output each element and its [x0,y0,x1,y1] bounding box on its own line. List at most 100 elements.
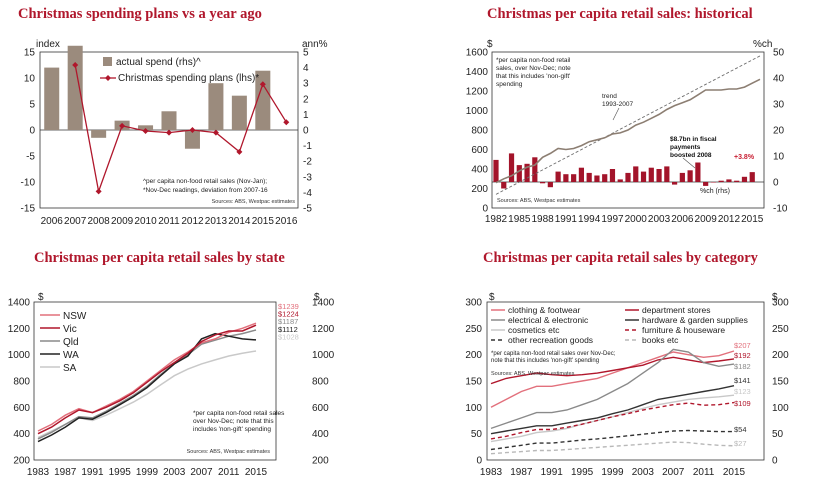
y-tick-label-right: 800 [312,377,329,388]
bar [734,180,740,182]
y-tick-label-left: 50 [471,429,483,440]
bar [671,182,678,185]
bar [741,176,748,182]
end-value-label: $1239 [278,302,299,311]
y-tick-label-left: 150 [465,377,482,388]
end-value-label: $1112 [278,325,298,334]
bar [91,130,107,138]
y-tick-label-left: 1000 [8,350,31,361]
y-tick-label-right: 50 [773,48,785,59]
chart-title: Christmas spending plans vs a year ago [18,6,262,22]
footnote: *Nov-Dec readings, deviation from 2007-1… [143,187,268,194]
bar [563,174,569,182]
y-tick-label-left: 1000 [466,106,489,117]
legend-label: hardware & garden supplies [642,315,748,325]
annotation-note: spending [496,81,523,88]
data-point [119,122,126,129]
end-value-label: $1028 [278,332,299,341]
y-tick-label-left: 0 [476,456,482,467]
legend-label: actual spend (rhs)^ [116,57,201,68]
footnote: includes 'non-gift' spending [193,426,271,433]
x-tick-label: 2007 [190,467,213,478]
legend-label: WA [63,350,79,361]
x-tick-label: 1983 [480,467,503,478]
x-tick-label: 1991 [541,467,564,478]
series-line-nsw [37,322,257,432]
legend-label: Vic [63,324,77,335]
chart-title: Christmas per capita retail sales by sta… [34,250,285,266]
y-axis-label-right: %ch [753,39,772,50]
x-tick-label: 2015 [723,467,746,478]
bar [625,172,631,182]
y-tick-label-right: 150 [772,377,789,388]
annotation-trend: trend [602,93,617,100]
y-tick-label-right: 200 [772,350,789,361]
annotation-arrow [682,157,696,169]
end-value-label: $109 [734,399,751,408]
x-tick-label: 1997 [601,214,624,225]
series-line-wa [37,332,257,443]
x-tick-label: 1991 [81,467,104,478]
y-tick-label-left: 0 [29,126,35,137]
bar [578,167,585,182]
y-tick-label-left: 1600 [466,48,489,59]
y-tick-label-right: 1 [303,110,309,121]
bar [710,182,717,183]
bar [501,182,507,189]
chart-panel-by-category: Christmas per capita retail sales by cat… [407,244,813,488]
y-tick-label-right: 100 [772,403,789,414]
annotation-fiscal: $8.7bn in fiscal [670,136,717,143]
legend-swatch [103,57,112,66]
legend-label: books etc [642,335,679,345]
y-tick-label-right: 0 [772,456,778,467]
chart-panel-by-state: Christmas per capita retail sales by sta… [0,244,406,488]
data-point [189,127,196,133]
x-tick-label: 2015 [245,467,268,478]
bar [532,157,538,182]
source-note: Sources: ABS, Westpac estimates [187,449,271,455]
bar [161,111,177,130]
end-value-label: $54 [734,425,747,434]
y-tick-label-right: 3 [303,79,309,90]
legend-label: Qld [63,337,79,348]
x-tick-label: 1995 [571,467,594,478]
x-tick-label: 2009 [111,216,134,227]
annotation-note: that this includes 'non-gift' [496,73,570,80]
x-tick-label: 1982 [485,214,508,225]
end-value-label: $123 [734,387,751,396]
series-line-electrical-electronic [490,348,735,430]
bar [67,45,83,131]
series-line-cosmetics-etc [490,394,735,443]
annotation-fiscal: payments [670,144,701,151]
y-axis-label-right: ann% [302,39,328,50]
bar [718,180,724,182]
annotation-fiscal: boosted 2008 [670,152,712,159]
series-line-vic [37,324,257,435]
bar [184,130,200,149]
y-tick-label-left: 600 [13,403,30,414]
y-tick-label-right: 50 [772,429,784,440]
plot-frame [491,51,765,209]
y-tick-label-right: -2 [303,157,312,168]
source-note: Sources: ABS, Westpac estimates [491,371,575,377]
x-tick-label: 2008 [88,216,111,227]
x-tick-label: 1995 [109,467,132,478]
x-tick-label: 2011 [158,216,180,227]
bar [749,172,755,182]
y-tick-label-right: 600 [312,403,329,414]
bar [516,165,522,182]
legend-label: department stores [642,305,711,315]
x-tick-label: 1987 [510,467,533,478]
bar [664,166,670,182]
y-tick-label-right: -5 [303,204,312,215]
x-tick-label: 1983 [27,467,50,478]
bar [687,170,693,182]
end-value-label: $1224 [278,310,299,319]
series-line-hardware-garden-supplies [490,385,735,435]
source-note: Sources: ABS, Westpac estimates [212,199,296,205]
x-tick-label: 2003 [632,467,655,478]
series-line-department-stores [490,356,735,385]
footnote: over Nov-Dec; note that this [193,418,274,425]
end-value-label: $207 [734,341,751,350]
bar [555,171,561,182]
